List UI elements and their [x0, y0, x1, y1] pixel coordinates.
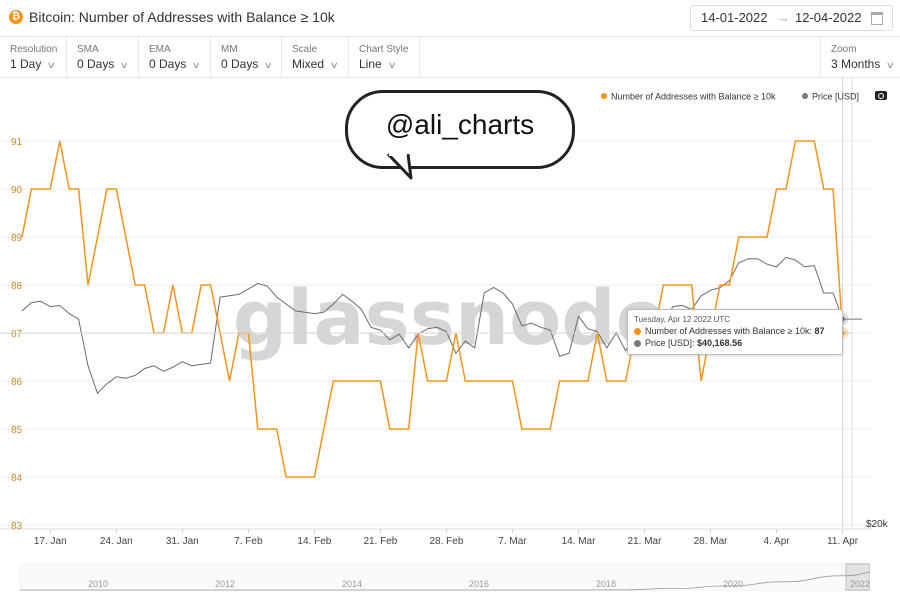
date-range-picker[interactable]: 14-01-2022 → 12-04-2022: [690, 5, 893, 31]
chart-header: ₿ Bitcoin: Number of Addresses with Bala…: [0, 0, 900, 37]
tooltip-row-addresses: Number of Addresses with Balance ≥ 10k: …: [634, 326, 825, 336]
legend-dot-price: [802, 93, 808, 99]
x-tick-label: 14. Feb: [297, 536, 331, 547]
resolution-value[interactable]: 1 Day ∨: [10, 57, 57, 71]
y-tick-label: 87: [11, 329, 23, 340]
zoom-value[interactable]: 3 Months ∨: [831, 57, 896, 71]
bubble-tail: [386, 152, 413, 180]
x-tick-label: 4. Apr: [763, 536, 790, 547]
tooltip-addresses-label: Number of Addresses with Balance ≥ 10k:: [645, 326, 813, 336]
chart-style-select[interactable]: Chart Style Line ∨: [349, 37, 420, 77]
minimap-selection-handle[interactable]: [845, 563, 871, 591]
chevron-down-icon: ∨: [192, 60, 202, 70]
chart-toolbar: Resolution 1 Day ∨ SMA 0 Days ∨ EMA 0 Days…: [0, 37, 900, 78]
x-tick-label: 7. Feb: [234, 536, 263, 547]
tooltip-date: Tuesday, Apr 12 2022 UTC: [634, 315, 731, 324]
x-tick-label: 7. Mar: [498, 536, 527, 547]
ema-select[interactable]: EMA 0 Days ∨: [139, 37, 211, 77]
tooltip-dot-price: [634, 340, 641, 347]
x-tick-label: 11. Apr: [827, 536, 859, 547]
chart-svg: glassnode 83 84 85 86 87 88 89 90 91 17. Jan 24. …: [0, 78, 889, 547]
minimap-year-label: 2014: [342, 579, 363, 589]
minimap-year-label: 2022: [850, 579, 871, 589]
right-axis-label: $20k: [866, 519, 889, 530]
tooltip-addresses-value: 87: [814, 326, 825, 336]
legend-dot-addresses: [601, 93, 607, 99]
date-to-input[interactable]: 12-04-2022: [795, 10, 862, 25]
camera-icon[interactable]: [875, 91, 887, 100]
x-tick-label: 21. Feb: [363, 536, 397, 547]
x-tick-label: 28. Feb: [429, 536, 463, 547]
bitcoin-logo-icon: ₿: [9, 10, 23, 24]
scale-select[interactable]: Scale Mixed ∨: [282, 37, 349, 77]
legend-addresses-label[interactable]: Number of Addresses with Balance ≥ 10k: [611, 92, 776, 102]
annotation-bubble: @ali_charts: [345, 90, 575, 169]
minimap-year-label: 2012: [215, 579, 236, 589]
y-tick-label: 85: [11, 425, 23, 436]
price-series-line: [21, 256, 844, 395]
y-tick-label: 86: [11, 377, 23, 388]
sma-select[interactable]: SMA 0 Days ∨: [67, 37, 139, 77]
minimap-price-line: [20, 571, 871, 591]
date-range-arrow: →: [777, 10, 790, 25]
minimap-year-label: 2010: [88, 579, 109, 589]
scale-value[interactable]: Mixed ∨: [292, 57, 339, 71]
chevron-down-icon: ∨: [120, 60, 130, 70]
mm-value[interactable]: 0 Days ∨: [221, 57, 274, 71]
watermark-text: glassnode: [233, 273, 667, 362]
mm-label: MM: [221, 44, 238, 55]
chevron-down-icon: ∨: [886, 60, 896, 70]
calendar-icon[interactable]: [871, 12, 883, 25]
resolution-select[interactable]: Resolution 1 Day ∨: [0, 37, 67, 77]
minimap-year-label: 2020: [723, 579, 744, 589]
sma-label: SMA: [77, 44, 99, 55]
minimap-year-label: 2016: [469, 579, 490, 589]
chevron-down-icon: ∨: [47, 60, 57, 70]
date-from-input[interactable]: 14-01-2022: [701, 10, 768, 25]
chart-title: Bitcoin: Number of Addresses with Balanc…: [29, 9, 335, 25]
y-tick-label: 84: [11, 473, 23, 484]
y-tick-label: 88: [11, 281, 23, 292]
x-tick-label: 28. Mar: [694, 536, 729, 547]
chart-style-label: Chart Style: [359, 44, 409, 55]
zoom-label: Zoom: [831, 44, 857, 55]
y-tick-label: 89: [11, 233, 23, 244]
resolution-label: Resolution: [10, 44, 58, 55]
chart-tooltip: Tuesday, Apr 12 2022 UTC Number of Addre…: [627, 309, 843, 355]
ema-label: EMA: [149, 44, 171, 55]
tooltip-row-price: Price [USD]: $40,168.56: [634, 338, 742, 348]
y-tick-label: 83: [11, 521, 23, 532]
x-tick-label: 21. Mar: [628, 536, 663, 547]
chevron-down-icon: ∨: [329, 60, 339, 70]
x-tick-label: 24. Jan: [100, 536, 133, 547]
x-tick-label: 31. Jan: [166, 536, 199, 547]
y-tick-label: 91: [11, 137, 23, 148]
chevron-down-icon: ∨: [387, 60, 397, 70]
x-tick-label: 17. Jan: [34, 536, 67, 547]
y-tick-label: 90: [11, 185, 23, 196]
tooltip-price-value: $40,168.56: [697, 338, 743, 348]
mm-select[interactable]: MM 0 Days ∨: [211, 37, 282, 77]
sma-value[interactable]: 0 Days ∨: [77, 57, 130, 71]
legend-price-label[interactable]: Price [USD]: [812, 92, 859, 102]
scale-label: Scale: [292, 44, 318, 55]
minimap-svg: [19, 562, 871, 592]
tooltip-dot-addresses: [634, 328, 641, 335]
annotation-text: @ali_charts: [385, 109, 535, 140]
tooltip-price-label: Price [USD]:: [645, 338, 695, 348]
range-minimap[interactable]: 2010 2012 2014 2016 2018 2020 2022: [19, 562, 871, 592]
x-tick-label: 14. Mar: [562, 536, 597, 547]
chevron-down-icon: ∨: [264, 60, 274, 70]
zoom-select[interactable]: Zoom 3 Months ∨: [820, 37, 900, 77]
ema-value[interactable]: 0 Days ∨: [149, 57, 202, 71]
minimap-year-label: 2018: [596, 579, 617, 589]
chart-style-value[interactable]: Line ∨: [359, 57, 397, 71]
